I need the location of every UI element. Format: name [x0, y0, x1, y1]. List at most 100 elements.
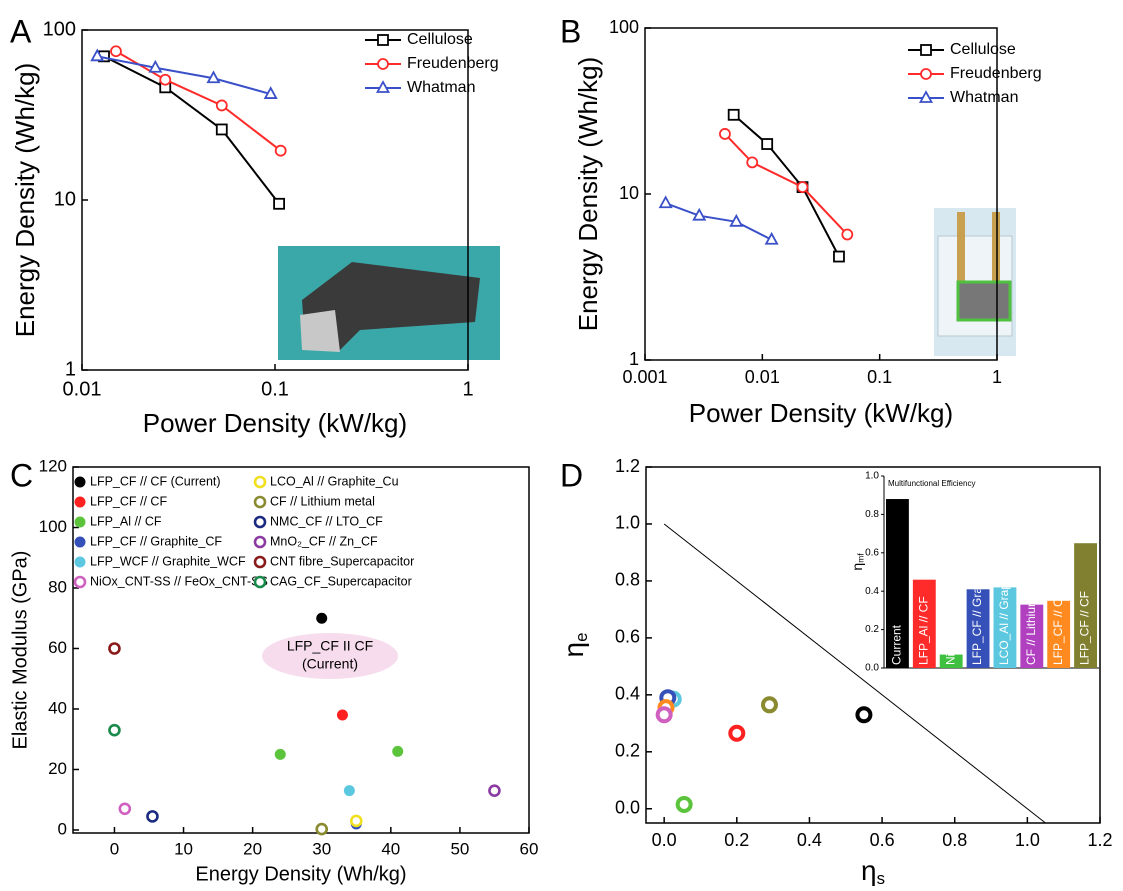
marker	[118, 802, 132, 816]
photo-electrode	[302, 262, 480, 350]
bar	[1074, 543, 1097, 668]
legend-label: LCO_Al // Graphite_Cu	[270, 474, 399, 488]
legend-label: CAG_CF_Supercapacitor	[270, 574, 412, 588]
marker	[159, 73, 172, 86]
bar-label: LCO_Al // Graphite_Cu	[997, 542, 1011, 665]
x-tick-label: 0.1	[261, 378, 289, 400]
bar	[912, 579, 936, 668]
marker	[761, 138, 774, 150]
bar-label: LFP_CF // Graphite_CF	[970, 538, 984, 665]
plot-frame	[72, 466, 530, 834]
legend-label: CNT fibre_Supercapacitor	[270, 554, 414, 568]
x-tick-label: 0.1	[867, 367, 892, 387]
legend-label: CF // Lithium metal	[270, 494, 375, 508]
series-line	[103, 55, 280, 205]
marker	[729, 213, 744, 227]
x-tick-label: 1	[462, 378, 473, 400]
legend-label: LFP_CF // CF (Current)	[90, 474, 221, 488]
marker	[108, 723, 121, 737]
legend-label: NiOx_CNT-SS // FeOx_CNT-SS	[90, 574, 268, 588]
legend-label: LFP_WCF // Graphite_WCF	[90, 554, 246, 568]
bar	[993, 587, 1017, 668]
x-tick-label: 1.2	[1087, 830, 1112, 850]
y-tick-label: 100	[43, 18, 76, 40]
y-tick-label: 0.2	[615, 741, 640, 761]
x-axis-label: Power Density (kW/kg)	[689, 398, 953, 428]
photo-tab	[300, 310, 340, 352]
axis-subscript: mf	[856, 553, 866, 563]
marker	[253, 495, 267, 509]
x-tick-label: 0.4	[797, 830, 822, 850]
marker	[206, 70, 221, 84]
x-tick-label: 0.001	[622, 367, 667, 387]
x-tick-label: 30	[312, 839, 331, 858]
marker	[377, 58, 389, 70]
y-tick-label: 1	[65, 358, 76, 380]
legend-label: Freudenberg	[950, 65, 1042, 82]
photo-a	[278, 246, 500, 360]
marker	[274, 144, 287, 157]
marker	[841, 228, 854, 241]
marker	[316, 612, 328, 624]
y-tick-label: 0.6	[615, 627, 640, 647]
legend-label: Cellulose	[950, 41, 1016, 58]
y-tick-label: 1.0	[615, 513, 640, 533]
y-tick-label: 60	[48, 638, 67, 657]
x-tick-label: 50	[450, 839, 469, 858]
marker	[253, 555, 267, 569]
y-tick-label: 1	[629, 349, 639, 369]
marker	[253, 475, 267, 489]
marker	[392, 745, 404, 757]
y-tick-label: 0.0	[865, 663, 879, 674]
marker	[146, 810, 159, 823]
marker	[215, 123, 228, 136]
x-tick-label: 0	[110, 839, 119, 858]
y-tick-label: 0	[58, 819, 67, 838]
x-axis-label: Power Density (kW/kg)	[143, 408, 407, 438]
marker	[315, 822, 329, 836]
marker	[263, 86, 278, 99]
marker	[746, 156, 759, 169]
marker	[719, 128, 731, 140]
y-tick-label: 1.0	[865, 471, 879, 482]
panel-letter: A	[10, 13, 32, 49]
marker	[90, 48, 105, 62]
x-tick-label: 20	[243, 839, 262, 858]
marker	[253, 515, 267, 529]
legend-label: Whatman	[407, 79, 475, 96]
y-tick-label: 80	[48, 577, 67, 596]
marker	[377, 34, 389, 46]
y-tick-label: 40	[48, 698, 67, 717]
panel-letter: C	[10, 457, 33, 493]
legend-label: Freudenberg	[407, 55, 499, 72]
inset-title: Multifunctional Efficiency	[888, 479, 975, 488]
y-tick-label: 0.8	[615, 570, 640, 590]
bar-label: Current	[890, 624, 904, 665]
bar-label: LFP_CF // CF (MNR)	[1051, 552, 1065, 665]
bar	[1020, 604, 1044, 668]
x-tick-label: 0.6	[870, 830, 895, 850]
legend-label: LFP_CF // Graphite_CF	[90, 534, 222, 548]
y-tick-label: 0.2	[865, 624, 879, 635]
y-axis-label: ηmf	[849, 553, 866, 571]
x-tick-label: 1.0	[1015, 830, 1040, 850]
axis-symbol: η	[558, 642, 589, 658]
series-line	[97, 55, 271, 96]
marker	[918, 90, 934, 103]
marker	[920, 68, 932, 80]
x-tick-label: 60	[520, 839, 539, 858]
axis-symbol: η	[849, 563, 865, 571]
y-tick-label: 100	[609, 17, 639, 37]
series-line	[115, 50, 282, 152]
plot-frame	[645, 466, 1101, 824]
marker	[74, 496, 86, 508]
marker	[343, 785, 355, 797]
bar	[939, 654, 963, 668]
photo-tab	[957, 212, 965, 282]
legend-label: MnO₂_CF // Zn_CF	[270, 534, 378, 548]
series-line	[724, 133, 849, 236]
y-axis-label: Elastic Modulus (GPa)	[9, 551, 31, 750]
y-tick-label: 10	[619, 183, 639, 203]
marker	[728, 724, 746, 742]
